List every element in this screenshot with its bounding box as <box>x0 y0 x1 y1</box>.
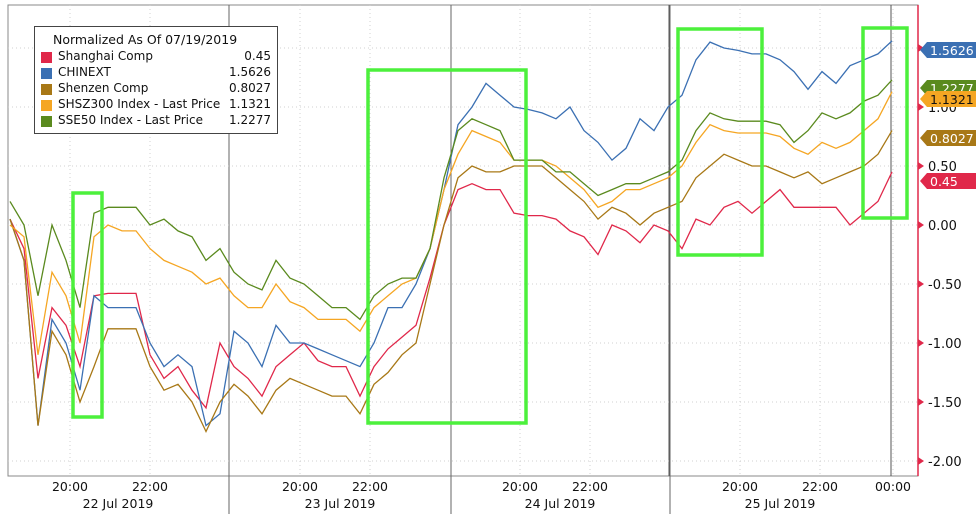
series-line <box>9 40 893 427</box>
value-tag-label: 1.1321 <box>930 92 974 107</box>
value-tag-label: 1.5626 <box>930 43 974 58</box>
legend-value: 1.1321 <box>229 97 271 111</box>
highlight-box <box>676 27 764 257</box>
y-tick-label: -1.00 <box>928 337 962 352</box>
legend-item-chinext: CHINEXT 1.5626 <box>41 65 271 81</box>
y-tick-marker <box>918 44 924 52</box>
series-line <box>9 171 893 410</box>
y-tick-marker <box>918 103 924 111</box>
legend-swatch-shenzen-comp <box>41 84 52 95</box>
legend-swatch-sse50 <box>41 116 52 127</box>
y-tick-marker <box>918 162 924 170</box>
value-tag <box>920 173 976 189</box>
legend-item-shenzen-comp: Shenzen Comp 0.8027 <box>41 81 271 97</box>
y-tick-label: -0.50 <box>928 278 962 293</box>
x-date-label: 24 Jul 2019 <box>525 496 596 511</box>
x-tick-label: 20:00 <box>502 479 538 494</box>
series-line <box>9 91 893 355</box>
value-tag-label: 0.45 <box>930 174 958 189</box>
legend-label: Shenzen Comp <box>58 81 149 95</box>
highlight-box <box>71 191 104 419</box>
legend-value: 1.2277 <box>229 113 271 127</box>
x-tick-label: 22:00 <box>572 479 608 494</box>
legend-swatch-shsz300 <box>41 100 52 111</box>
y-tick-marker <box>918 398 924 406</box>
x-tick-label: 20:00 <box>52 479 88 494</box>
legend-label: CHINEXT <box>58 65 111 79</box>
legend-label: SSE50 Index - Last Price <box>58 113 203 127</box>
y-tick-marker <box>918 280 924 288</box>
value-tag-label: 0.8027 <box>930 131 974 146</box>
value-tag <box>920 130 976 146</box>
series-line <box>9 130 893 434</box>
legend-item-shsz300: SHSZ300 Index - Last Price 1.1321 <box>41 97 271 113</box>
value-tag <box>920 91 976 107</box>
x-tick-label: 22:00 <box>802 479 838 494</box>
x-tick-label: 00:00 <box>875 479 911 494</box>
x-date-label: 23 Jul 2019 <box>305 496 376 511</box>
legend: Normalized As Of 07/19/2019 Shanghai Com… <box>34 26 278 134</box>
legend-value: 1.5626 <box>229 65 271 79</box>
legend-item-shanghai-comp: Shanghai Comp 0.45 <box>41 49 271 65</box>
y-tick-marker <box>918 339 924 347</box>
legend-value: 0.45 <box>244 49 271 63</box>
x-tick-label: 20:00 <box>722 479 758 494</box>
series-line <box>9 79 893 321</box>
highlight-box <box>366 68 528 425</box>
y-tick-marker <box>918 457 924 465</box>
x-tick-label: 22:00 <box>352 479 388 494</box>
y-tick-label: 0.00 <box>928 219 957 234</box>
legend-label: SHSZ300 Index - Last Price <box>58 97 221 111</box>
y-tick-label: -2.00 <box>928 455 962 470</box>
legend-label: Shanghai Comp <box>58 49 153 63</box>
y-tick-label: 0.50 <box>928 160 957 175</box>
y-tick-label: -1.50 <box>928 396 962 411</box>
legend-value: 0.8027 <box>229 81 271 95</box>
highlight-box <box>861 26 909 220</box>
y-tick-marker <box>918 221 924 229</box>
legend-title: Normalized As Of 07/19/2019 <box>53 32 238 47</box>
legend-swatch-shanghai-comp <box>41 52 52 63</box>
x-date-label: 22 Jul 2019 <box>83 496 154 511</box>
legend-item-sse50: SSE50 Index - Last Price 1.2277 <box>41 113 271 129</box>
legend-swatch-chinext <box>41 68 52 79</box>
value-tag <box>920 42 976 58</box>
x-date-label: 25 Jul 2019 <box>745 496 816 511</box>
x-tick-label: 22:00 <box>132 479 168 494</box>
x-tick-label: 20:00 <box>282 479 318 494</box>
